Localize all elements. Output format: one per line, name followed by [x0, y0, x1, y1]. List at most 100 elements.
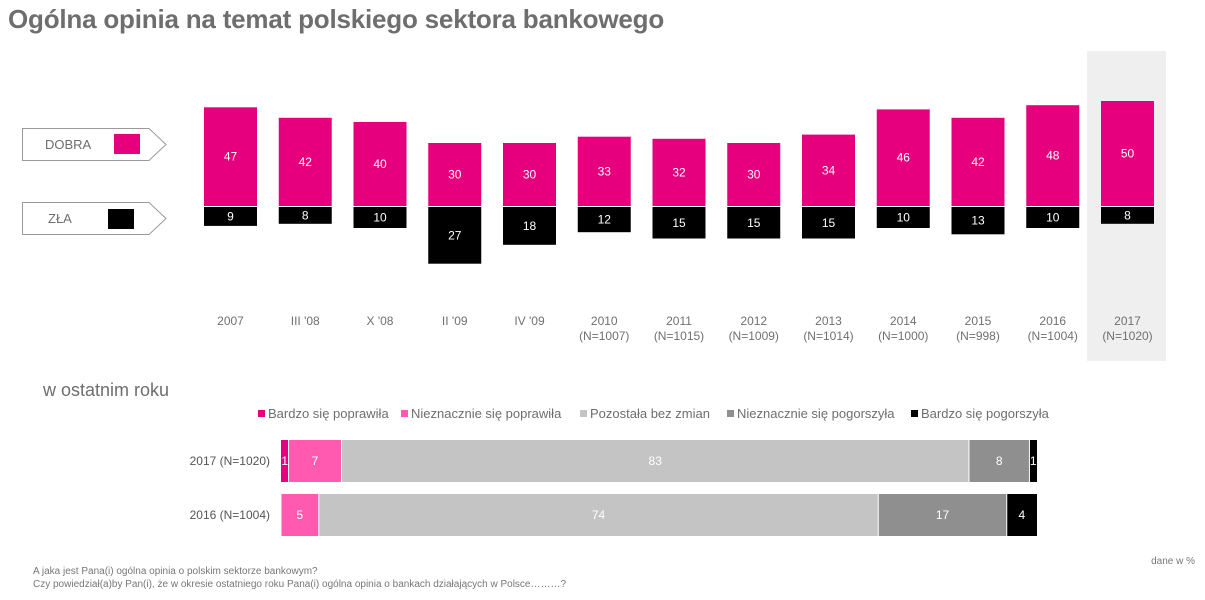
x-axis-label-9: 2014 (N=1000) [863, 314, 943, 344]
x-axis-label-1: III '08 [265, 314, 345, 329]
stack-segment-1-1 [281, 494, 319, 536]
bar-good-label-8: 34 [822, 163, 836, 177]
stack-segment-1-2 [318, 494, 879, 536]
x-axis-label-sample: (N=1015) [653, 329, 705, 343]
stack-legend-item-0: Bardzo się poprawiła [258, 406, 389, 421]
stack-value-0-1: 7 [312, 454, 319, 468]
stack-value-1-2: 74 [592, 508, 606, 522]
footnote-question-1: A jaka jest Pana(i) ogólna opinia o pols… [33, 566, 318, 577]
bar-good-0 [204, 107, 257, 206]
bar-bad-label-2: 10 [373, 211, 387, 225]
stack-value-0-3: 8 [996, 454, 1003, 468]
bar-good-label-6: 32 [672, 165, 686, 179]
stack-legend-item-3: Nieznacznie się pogorszyła [727, 406, 895, 421]
stack-legend-item-1: Nieznacznie się poprawiła [401, 406, 561, 421]
stack-legend-swatch [911, 410, 918, 417]
x-axis-label-year: 2013 [815, 314, 842, 328]
bar-good-1 [278, 117, 332, 206]
stack-legend-label: Pozostała bez zmian [590, 406, 710, 421]
bar-bad-9 [876, 207, 930, 228]
x-axis-label-sample: (N=1014) [803, 329, 854, 343]
x-axis-label-10: 2015 (N=998) [938, 314, 1018, 344]
stack-segment-0-2 [341, 440, 969, 482]
bar-good-label-2: 40 [373, 157, 387, 171]
stack-value-0-4: 1 [1030, 454, 1037, 468]
bar-bad-6 [652, 207, 706, 239]
x-axis-label-2: X '08 [340, 314, 420, 329]
bar-good-7 [727, 143, 781, 206]
bar-bad-label-4: 18 [523, 219, 537, 233]
bar-good-2 [353, 122, 407, 206]
legend-good-swatch [114, 134, 140, 154]
bar-bad-label-6: 15 [672, 216, 686, 230]
bar-bad-5 [577, 207, 631, 233]
chart-title: Ogólna opinia na temat polskiego sektora… [8, 4, 665, 34]
bar-bad-7 [727, 207, 781, 239]
x-axis-label-sample: (N=998) [956, 329, 1000, 343]
stack-legend-swatch [258, 410, 265, 417]
x-axis-label-year: 2015 [964, 314, 992, 328]
bar-bad-2 [353, 207, 407, 228]
x-axis-label-5: 2010 (N=1007) [564, 314, 644, 344]
bar-bad-label-1: 8 [302, 208, 309, 222]
stack-value-1-1: 5 [297, 508, 304, 522]
bar-bad-label-10: 13 [971, 214, 985, 228]
bar-bad-label-9: 10 [897, 211, 911, 225]
stack-segment-0-4 [1029, 440, 1037, 482]
subchart-title: w ostatnim roku [43, 380, 170, 400]
bar-bad-label-11: 10 [1046, 211, 1060, 225]
x-axis-label-4: IV '09 [490, 314, 570, 329]
bar-good-label-9: 46 [897, 151, 911, 165]
stack-segment-1-4 [1006, 494, 1037, 536]
x-axis-label-year: 2010 [590, 314, 618, 328]
x-axis-label-year: 2007 [217, 314, 244, 328]
stack-legend-swatch [580, 410, 587, 417]
bar-good-label-4: 30 [523, 168, 537, 182]
stack-legend-swatch [401, 410, 408, 417]
bar-good-5 [577, 136, 631, 206]
x-axis-label-year: 2011 [666, 314, 692, 328]
stack-value-0-0: 1 [281, 454, 288, 468]
x-axis-label-year: X '08 [366, 314, 394, 328]
x-axis-label-0: 2007 [191, 314, 271, 329]
x-axis-label-year: 2012 [740, 314, 768, 328]
bar-bad-label-0: 9 [227, 209, 234, 223]
x-axis-label-year: 2014 [889, 314, 917, 328]
stack-legend-label: Nieznacznie się poprawiła [411, 406, 562, 421]
bar-good-label-7: 30 [747, 168, 761, 182]
bar-good-label-3: 30 [448, 168, 462, 182]
x-axis-label-11: 2016 (N=1004) [1013, 314, 1093, 344]
x-axis-label-year: 2017 [1114, 314, 1141, 328]
stack-legend-label: Bardzo się pogorszyła [921, 406, 1049, 421]
bar-good-label-10: 42 [971, 155, 985, 169]
bar-bad-10 [951, 207, 1005, 235]
row-label-0: 2017 (N=1020) [189, 454, 270, 468]
stack-segment-0-3 [968, 440, 1030, 482]
bar-good-3 [428, 143, 482, 206]
stack-segment-0-1 [288, 440, 342, 482]
bar-bad-label-5: 12 [598, 213, 612, 227]
x-axis-label-6: 2011 (N=1015) [639, 314, 719, 344]
bar-bad-8 [802, 207, 855, 239]
bar-good-label-11: 48 [1046, 149, 1060, 163]
x-axis-label-sample: (N=1009) [728, 329, 779, 343]
bar-bad-11 [1026, 207, 1080, 228]
opinion-bar-chart: 47 9 42 8 40 10 30 27 30 18 33 12 32 15 30 15 34 15 46 10 42… [204, 101, 1154, 264]
stack-legend-label: Bardzo się poprawiła [268, 406, 389, 421]
legend-bad: ZŁA [22, 202, 167, 235]
legend-good: DOBRA [22, 128, 167, 161]
x-axis-label-12: 2017 (N=1020) [1088, 314, 1168, 344]
legend-bad-label: ZŁA [48, 211, 72, 226]
bar-bad-12 [1101, 207, 1154, 224]
stack-legend-item-2: Pozostała bez zmian [580, 406, 710, 421]
stack-value-0-2: 83 [649, 454, 663, 468]
bar-good-10 [951, 117, 1005, 206]
bar-bad-1 [278, 207, 332, 224]
x-axis-label-sample: (N=1000) [878, 329, 929, 343]
bar-good-9 [876, 109, 930, 206]
x-axis-label-year: III '08 [290, 314, 320, 328]
stack-value-1-3: 17 [936, 508, 950, 522]
bar-bad-label-8: 15 [822, 216, 836, 230]
stack-segment-0-0 [281, 440, 289, 482]
row-label-1: 2016 (N=1004) [189, 508, 270, 522]
